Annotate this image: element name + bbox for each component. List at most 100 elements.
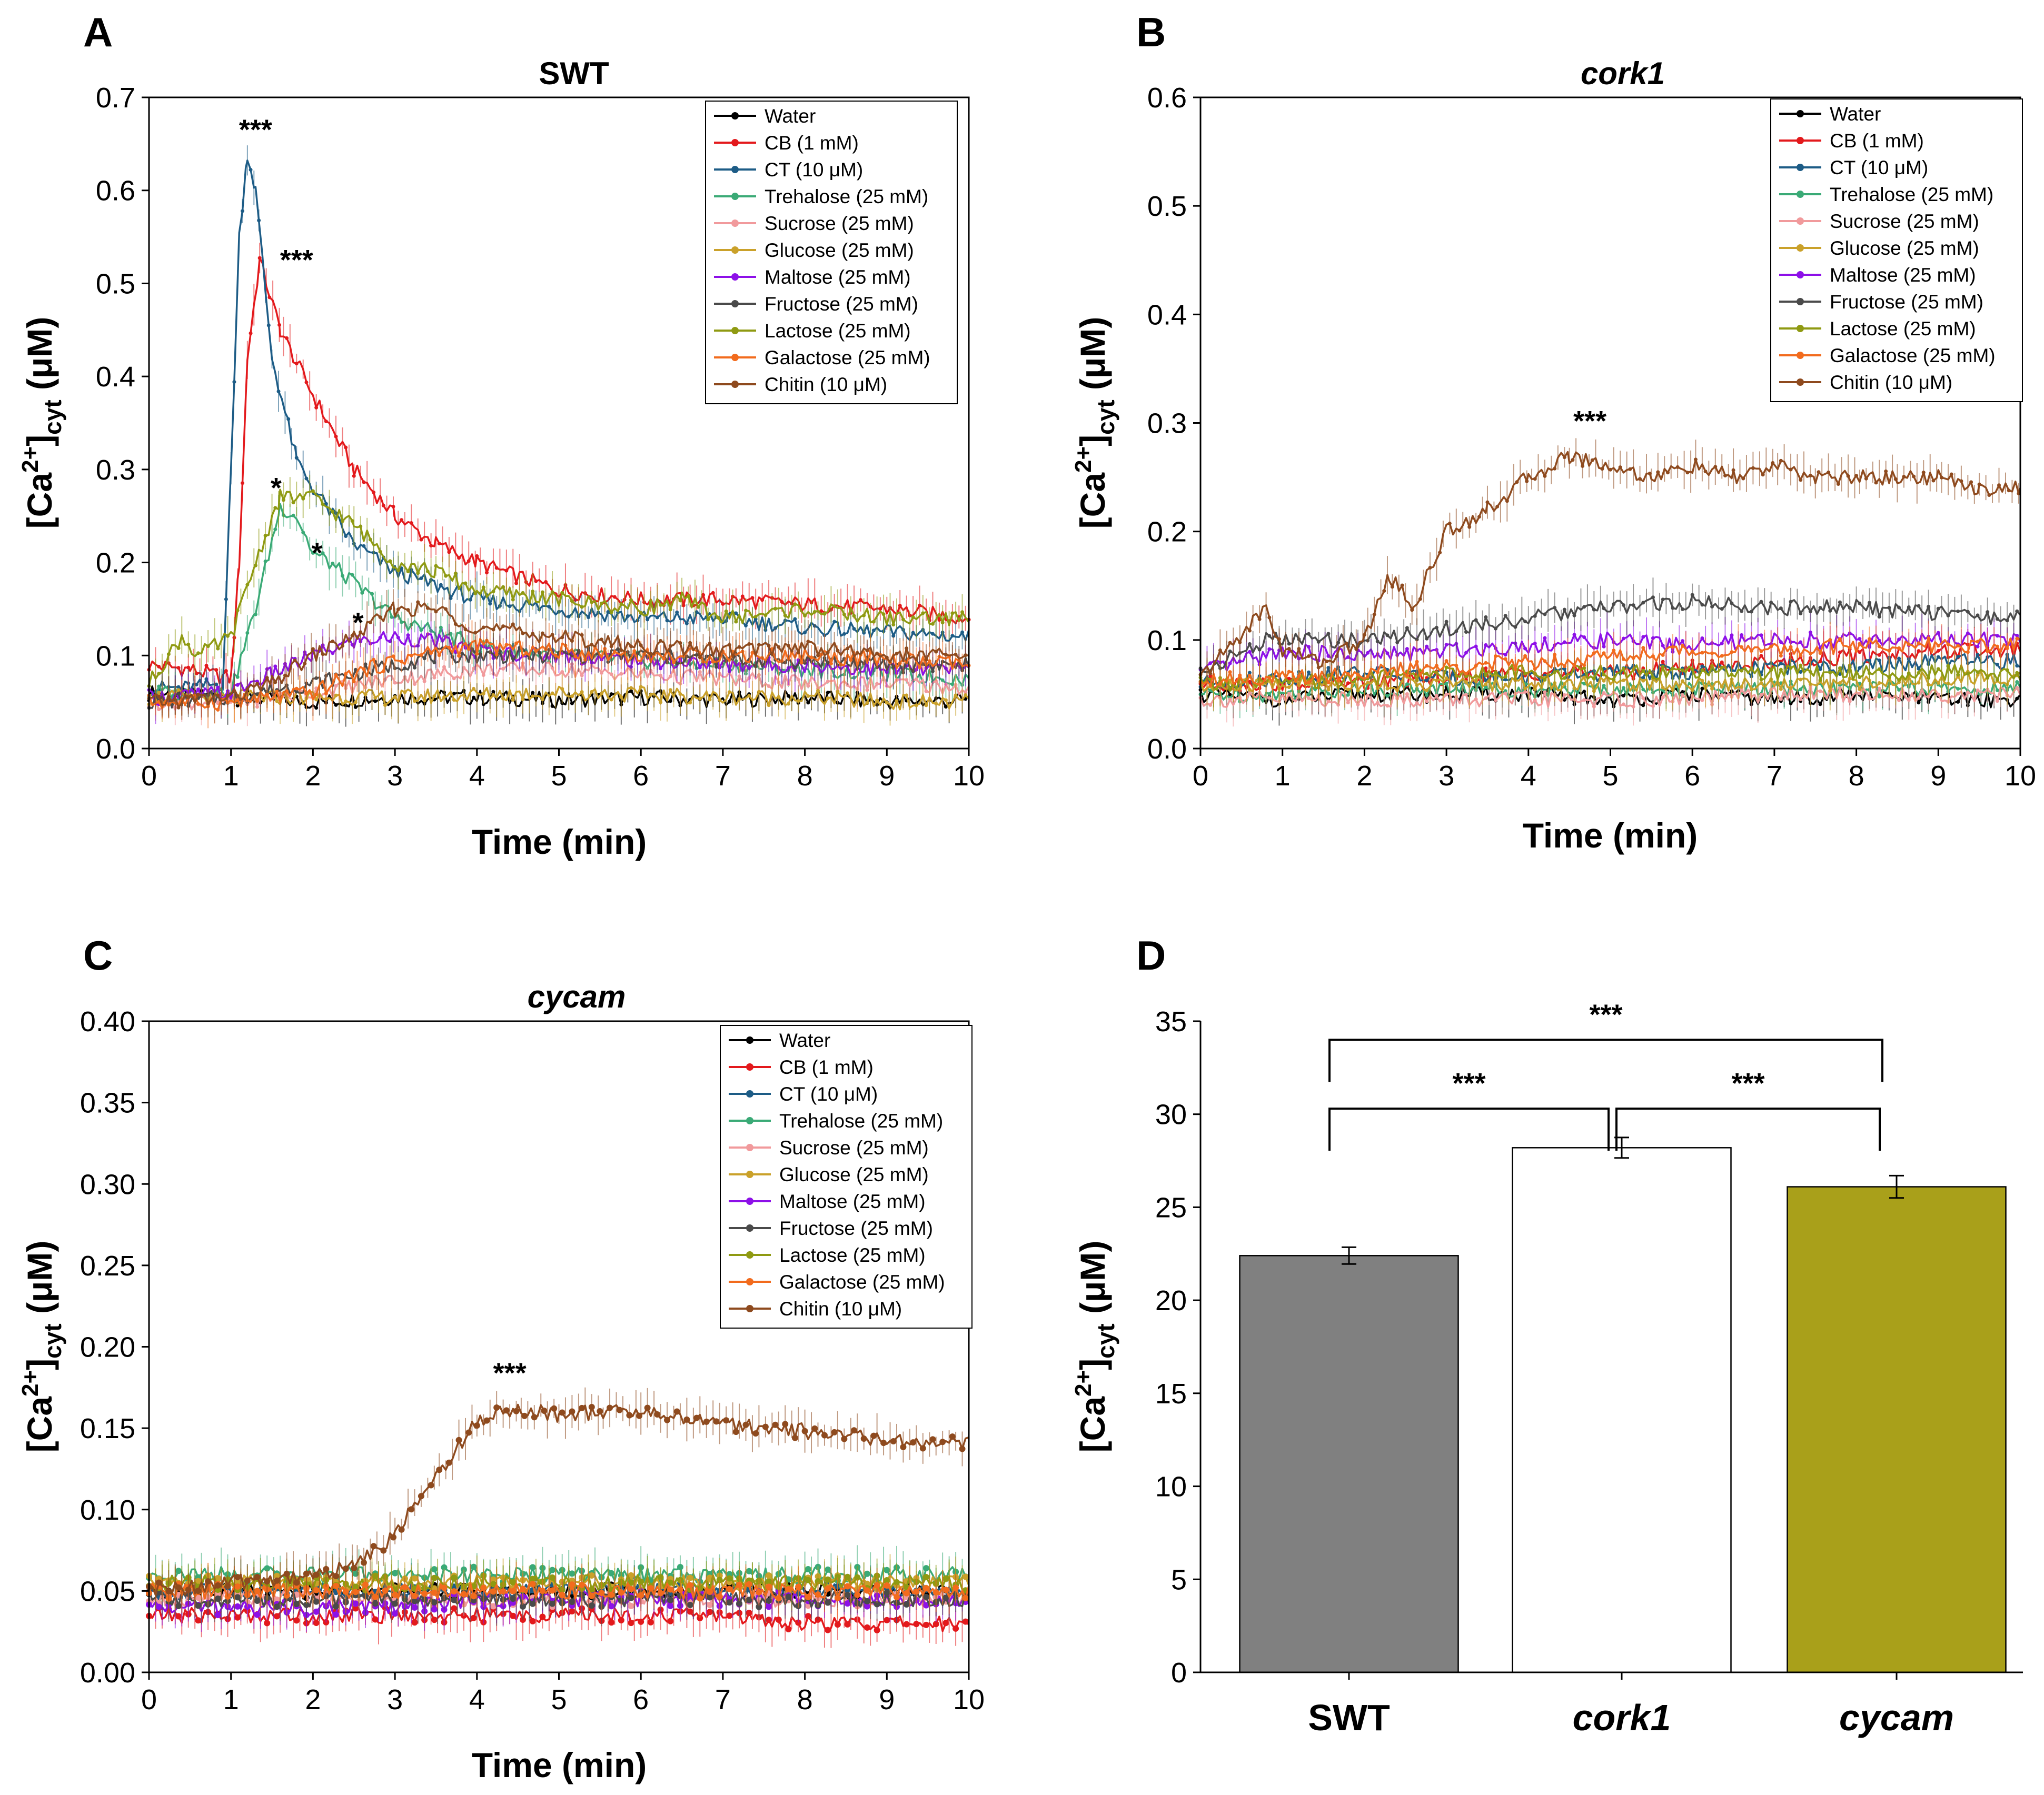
data-point — [1730, 633, 1734, 637]
data-point — [914, 677, 918, 681]
data-point — [1425, 688, 1429, 692]
data-point — [1877, 686, 1881, 691]
data-point — [1995, 688, 1999, 692]
data-point — [1464, 674, 1468, 679]
data-point — [1464, 630, 1468, 634]
data-point — [255, 692, 260, 696]
data-point — [930, 632, 935, 636]
legend-label: Glucose (25 mM) — [765, 240, 914, 261]
data-point — [393, 695, 397, 699]
data-point — [277, 323, 282, 327]
data-point — [1799, 611, 1803, 615]
data-point — [1651, 675, 1655, 680]
x-tick-label: 0 — [1193, 760, 1208, 792]
data-point — [1444, 681, 1448, 685]
data-point — [668, 688, 672, 692]
x-tick-label: 6 — [633, 760, 649, 792]
data-point — [362, 667, 366, 671]
data-point — [1700, 636, 1704, 640]
data-point — [1621, 657, 1625, 661]
data-point — [940, 678, 945, 682]
data-point — [381, 503, 385, 507]
data-point — [737, 645, 741, 649]
data-point — [235, 608, 240, 612]
data-point — [1621, 603, 1625, 607]
data-point — [388, 559, 392, 563]
data-point — [1995, 644, 1999, 649]
data-point — [1621, 686, 1625, 690]
data-point — [157, 707, 161, 711]
data-point — [1959, 479, 1963, 483]
data-point — [855, 697, 859, 701]
data-point — [321, 652, 325, 656]
data-point — [1966, 631, 1970, 635]
data-point — [1375, 670, 1380, 674]
panel-label-d: D — [1136, 932, 1166, 979]
x-tick-label: 8 — [797, 760, 813, 792]
data-point — [934, 702, 938, 706]
data-point — [659, 673, 663, 677]
data-point — [1661, 685, 1665, 690]
data-point — [1228, 641, 1232, 645]
data-point — [1346, 655, 1350, 659]
legend-marker — [1797, 191, 1804, 198]
data-point — [1917, 696, 1921, 700]
data-point — [1228, 697, 1232, 702]
data-point — [1917, 671, 1921, 675]
data-point — [1297, 674, 1301, 678]
data-point — [1936, 649, 1940, 653]
data-point — [950, 634, 955, 638]
data-point — [1592, 651, 1596, 655]
data-point — [570, 701, 574, 705]
y-tick-label: 0.2 — [1147, 516, 1187, 548]
data-point — [501, 666, 505, 671]
data-point — [1671, 688, 1675, 692]
data-point — [1730, 601, 1734, 605]
data-point — [1354, 647, 1358, 651]
data-point — [1326, 666, 1331, 670]
data-point — [1562, 667, 1566, 671]
data-point — [235, 694, 240, 698]
data-point — [255, 699, 260, 703]
data-point — [1641, 635, 1645, 639]
data-point — [1858, 637, 1862, 641]
data-point — [832, 620, 837, 624]
data-point — [1808, 630, 1812, 634]
data-point — [930, 622, 935, 626]
data-point — [467, 647, 471, 651]
data-point — [176, 685, 181, 689]
data-point — [960, 610, 965, 614]
legend-marker — [731, 354, 739, 361]
data-point — [1690, 688, 1694, 692]
data-point — [1779, 667, 1783, 672]
data-point — [378, 550, 382, 554]
data-point — [649, 599, 653, 603]
legend-marker — [1797, 110, 1804, 117]
data-point — [1986, 649, 1990, 653]
data-point — [1228, 670, 1232, 674]
data-point — [1949, 472, 1953, 476]
data-point — [412, 665, 416, 670]
data-point — [416, 600, 420, 604]
data-point — [491, 627, 495, 632]
data-point — [940, 621, 945, 625]
legend-label: Chitin (10 μM) — [1830, 372, 1952, 393]
data-point — [1956, 673, 1960, 677]
data-point — [1503, 677, 1507, 682]
data-point — [255, 705, 260, 709]
data-point — [157, 672, 161, 676]
data-point — [1287, 642, 1291, 646]
data-point — [194, 671, 199, 675]
data-point — [459, 631, 463, 635]
data-point — [511, 698, 515, 702]
x-tick-label: 3 — [387, 760, 403, 792]
data-point — [1316, 665, 1321, 670]
data-point — [381, 669, 385, 673]
data-point — [1316, 679, 1321, 683]
data-point — [452, 676, 456, 681]
data-point — [331, 651, 335, 655]
data-point — [157, 664, 161, 669]
data-point — [1638, 477, 1642, 481]
data-point — [1656, 470, 1660, 474]
data-point — [390, 615, 394, 619]
